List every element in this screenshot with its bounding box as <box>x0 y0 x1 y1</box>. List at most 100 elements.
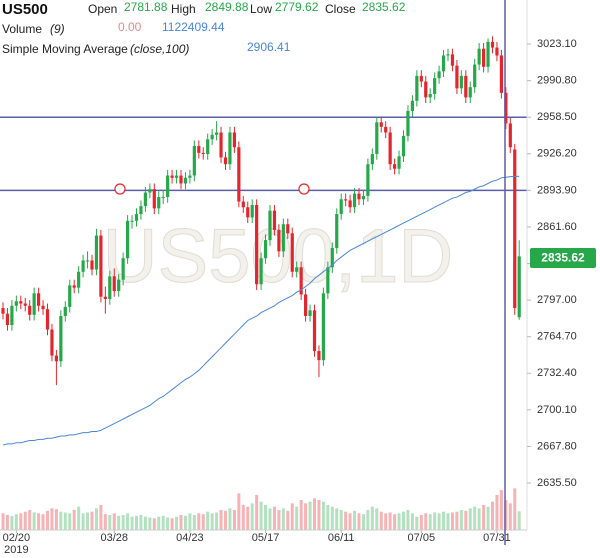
candle-body <box>450 54 455 66</box>
volume-bar <box>210 513 214 530</box>
volume-bar <box>46 510 49 530</box>
volume-bar <box>402 511 405 530</box>
volume-bar <box>90 511 94 530</box>
x-tick-label: 07/05 <box>408 532 436 544</box>
volume-bar <box>339 510 343 530</box>
candle-body <box>281 224 285 252</box>
candle-body <box>90 260 94 270</box>
candle-body <box>59 315 63 362</box>
volume-bar <box>388 512 392 530</box>
candle-body <box>139 206 143 215</box>
volume-value: 1122409.44 <box>162 20 225 34</box>
volume-bar <box>224 510 227 530</box>
candle-body <box>335 214 339 249</box>
volume-bar <box>143 516 147 530</box>
volume-bar <box>19 513 23 530</box>
volume-bar <box>86 512 90 530</box>
volume-bar <box>321 501 325 530</box>
volume-bar <box>442 511 446 530</box>
volume-bar <box>50 508 54 530</box>
candle-body <box>446 54 450 56</box>
candle-body <box>388 132 392 165</box>
volume-bar <box>366 510 370 530</box>
volume-bar <box>232 510 236 530</box>
volume-bar <box>424 513 428 530</box>
volume-bar <box>353 510 357 530</box>
sma-value: 2906.41 <box>247 40 291 54</box>
candle-body <box>379 122 383 127</box>
candle-body <box>1 308 5 314</box>
candle-body <box>45 309 50 330</box>
candle-body <box>63 306 67 316</box>
candle-body <box>148 189 152 193</box>
volume-bar <box>10 515 14 530</box>
candle-body <box>473 64 477 88</box>
candle-body <box>437 71 441 79</box>
candle-body <box>19 301 23 304</box>
candle-body <box>330 248 334 268</box>
volume-bar <box>384 513 388 530</box>
volume-bar <box>250 503 254 530</box>
candle-body <box>410 100 414 111</box>
candle-body <box>304 294 308 316</box>
volume-bar <box>72 510 76 530</box>
volume-bar <box>37 513 41 530</box>
volume-bar <box>166 517 170 530</box>
volume-bar <box>473 506 477 530</box>
volume-bar <box>290 503 294 530</box>
candle-body <box>126 220 130 259</box>
candle-body <box>433 78 437 94</box>
volume-bar <box>508 503 512 530</box>
sma-line <box>2 175 520 446</box>
volume-bar <box>130 516 134 530</box>
volume-bar <box>304 503 308 530</box>
volume-bar <box>375 508 379 530</box>
volume-bar <box>308 501 312 530</box>
candle-body <box>259 258 263 285</box>
candle-body <box>143 192 147 207</box>
x-tick-label: 06/11 <box>328 532 355 544</box>
volume-bar <box>370 506 374 530</box>
volume-layer <box>1 488 521 530</box>
candle-body <box>237 147 241 202</box>
volume-bar <box>393 514 397 530</box>
candle-body <box>41 305 45 310</box>
volume-bar <box>486 506 490 530</box>
volume-bar <box>468 508 472 530</box>
header: US500 Open 2781.88 High 2849.88 Low 2779… <box>2 0 406 56</box>
candle-body <box>366 164 370 196</box>
candle-body <box>112 276 116 292</box>
y-tick-label: 2764.70 <box>537 331 577 343</box>
candle-body <box>263 240 268 259</box>
volume-bar <box>170 518 174 530</box>
candle-body <box>215 132 219 135</box>
y-tick-label: 2861.60 <box>537 221 577 233</box>
volume-bar <box>517 511 521 530</box>
volume-bar <box>112 513 116 530</box>
candle-body <box>406 110 410 136</box>
volume-bar <box>135 515 138 530</box>
candle-body <box>77 271 81 288</box>
volume-bar <box>246 506 250 530</box>
x-tick-label: 07/31 <box>483 532 511 544</box>
volume-bar <box>157 516 161 530</box>
candle-body <box>50 329 54 356</box>
volume-bar <box>121 515 125 530</box>
candle-body <box>312 310 317 352</box>
candle-body <box>464 75 468 98</box>
candle-body <box>357 193 361 200</box>
volume-bar <box>183 515 187 530</box>
volume-bar <box>68 513 72 530</box>
open-label: Open <box>88 2 117 16</box>
candle-body <box>32 293 36 315</box>
close-label: Close <box>325 2 356 16</box>
volume-bar <box>241 505 245 530</box>
candle-body <box>130 220 134 222</box>
y-tick-label: 2797.00 <box>537 294 577 306</box>
volume-bar <box>410 513 414 530</box>
candle-body <box>361 195 366 200</box>
candle-body <box>166 175 170 198</box>
candle-body <box>94 235 99 270</box>
candle-body <box>286 224 290 234</box>
volume-bar <box>286 510 290 530</box>
